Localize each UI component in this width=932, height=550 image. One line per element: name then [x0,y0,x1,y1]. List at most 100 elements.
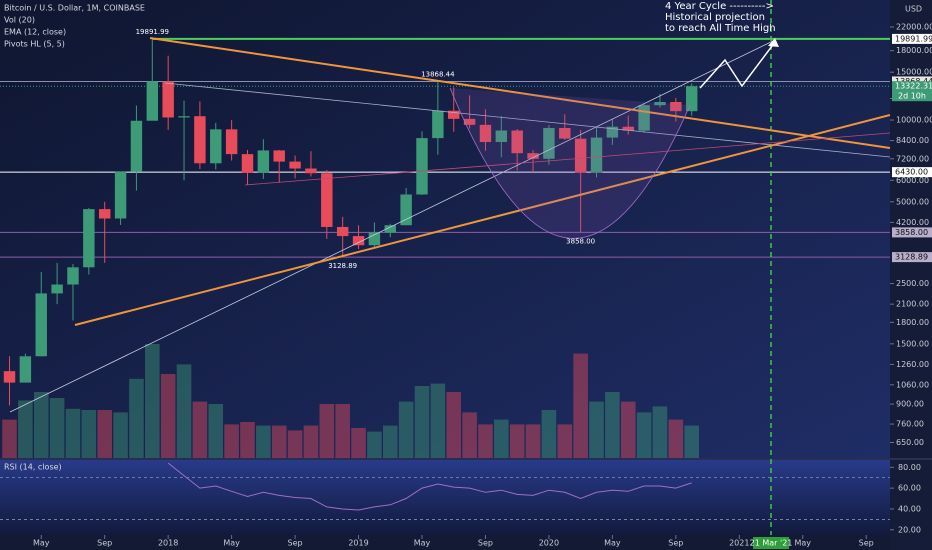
volume-bar [81,410,97,458]
volume-bar [49,398,65,458]
candle-body [67,267,79,285]
note: Historical projection [665,12,765,23]
volume-bar [33,392,49,458]
x-tick-label: Sep [288,539,303,548]
y-tick-label: 7200.00 [896,154,929,163]
volume-bar [557,424,573,458]
x-tick-label: Sep [97,539,112,548]
candle-body [321,173,333,227]
candle-body [114,171,127,219]
candle-body [146,81,159,121]
rsi-tick-label: 80.00 [898,463,921,472]
drawings [9,37,891,413]
volume-bar [65,408,81,458]
candle-body [384,225,396,233]
x-tick-label: Sep [859,539,874,548]
trend-line [74,114,891,326]
candle-body [336,226,349,237]
volume-bar [382,425,398,458]
x-tick-label: Sep [668,539,683,548]
volume-bar [525,424,541,458]
volume-bar [335,404,350,458]
price-annotation: 3858.00 [566,237,595,245]
candle-body [225,129,238,155]
last-price-box [892,81,932,102]
y-tick-label: 1800.00 [896,318,929,327]
volume-bar [446,392,462,458]
volume-bar [589,401,604,458]
volume-bar [208,404,224,458]
trend-line [164,82,891,158]
y-tick-label: 5000.00 [896,197,929,206]
y-tick-label: 900.00 [896,400,924,409]
level-box [892,33,932,44]
volume-bar [430,383,446,458]
x-tick-label: May [33,539,50,548]
volume-bar [160,374,176,458]
trend-line [244,159,561,186]
level-box [892,167,932,178]
volume-bar [271,425,287,458]
candle-body [606,126,619,138]
candle-body [416,138,428,195]
level-label: 3858.00 [895,228,928,237]
x-tick-label: May [794,539,811,548]
level-box [892,227,932,238]
volume-bar [287,430,303,458]
y-tick-label: 15000.00 [896,68,932,77]
candle-body [463,118,476,125]
rsi-tick-label: 40.00 [898,504,921,513]
note: to reach All Time High [665,23,776,34]
candle-body [19,356,32,383]
countdown: 2d 10h [898,92,926,101]
volume-bar [18,400,33,458]
candle-body [574,138,587,173]
x-tick-label: Sep [478,539,493,548]
trend-line [149,37,891,149]
volume-bar [620,401,636,458]
y-tick-label: 10000.00 [896,116,932,125]
candle-body [352,236,365,246]
volume-bar [668,419,684,458]
rsi-line [167,462,692,511]
candle-body [368,232,381,246]
trend-line [559,132,891,161]
candle-body [178,116,190,118]
projection-path [699,41,776,89]
candle-body [51,284,63,294]
volume-bar [494,419,509,458]
y-tick-label: 760.00 [896,420,924,429]
y-tick-label: 1260.00 [896,360,929,369]
level-label: 19891.99 [895,34,932,43]
projection-arrow [768,38,779,47]
cup-arc [449,87,691,239]
indicator-legend: Pivots HL (5, 5) [4,40,65,49]
volume-bar [398,401,414,458]
price-annotation: 3128.89 [328,262,357,270]
candle-body [448,110,460,119]
y-tick-label: 22000.00 [896,23,932,32]
marker-label: 21 Mar '21 [750,539,793,548]
level-label: 6430.00 [895,168,928,177]
rsi-tick-label: 20.00 [898,525,921,534]
candle-body [685,86,698,112]
candle-body [257,150,270,173]
candle-body [162,81,174,118]
last-price-label: 13322.31 [895,82,932,91]
volume-bar [319,404,335,458]
candle-body [638,105,650,131]
y-tick-label: 6000.00 [896,176,929,185]
candle-body [130,120,143,172]
indicator-legend: Vol (20) [4,16,35,25]
volume-bar [573,353,588,458]
y-tick-label: 2500.00 [896,279,929,288]
volume-bar [303,425,319,458]
candle-body [400,194,412,226]
candle-body [273,150,285,162]
rsi-pane [0,460,890,535]
y-tick-label: 18000.00 [896,46,932,55]
candle-body [432,110,444,139]
rsi-tick-label: 60.00 [898,484,921,493]
candle-body [622,126,634,131]
candle-body [479,124,492,143]
